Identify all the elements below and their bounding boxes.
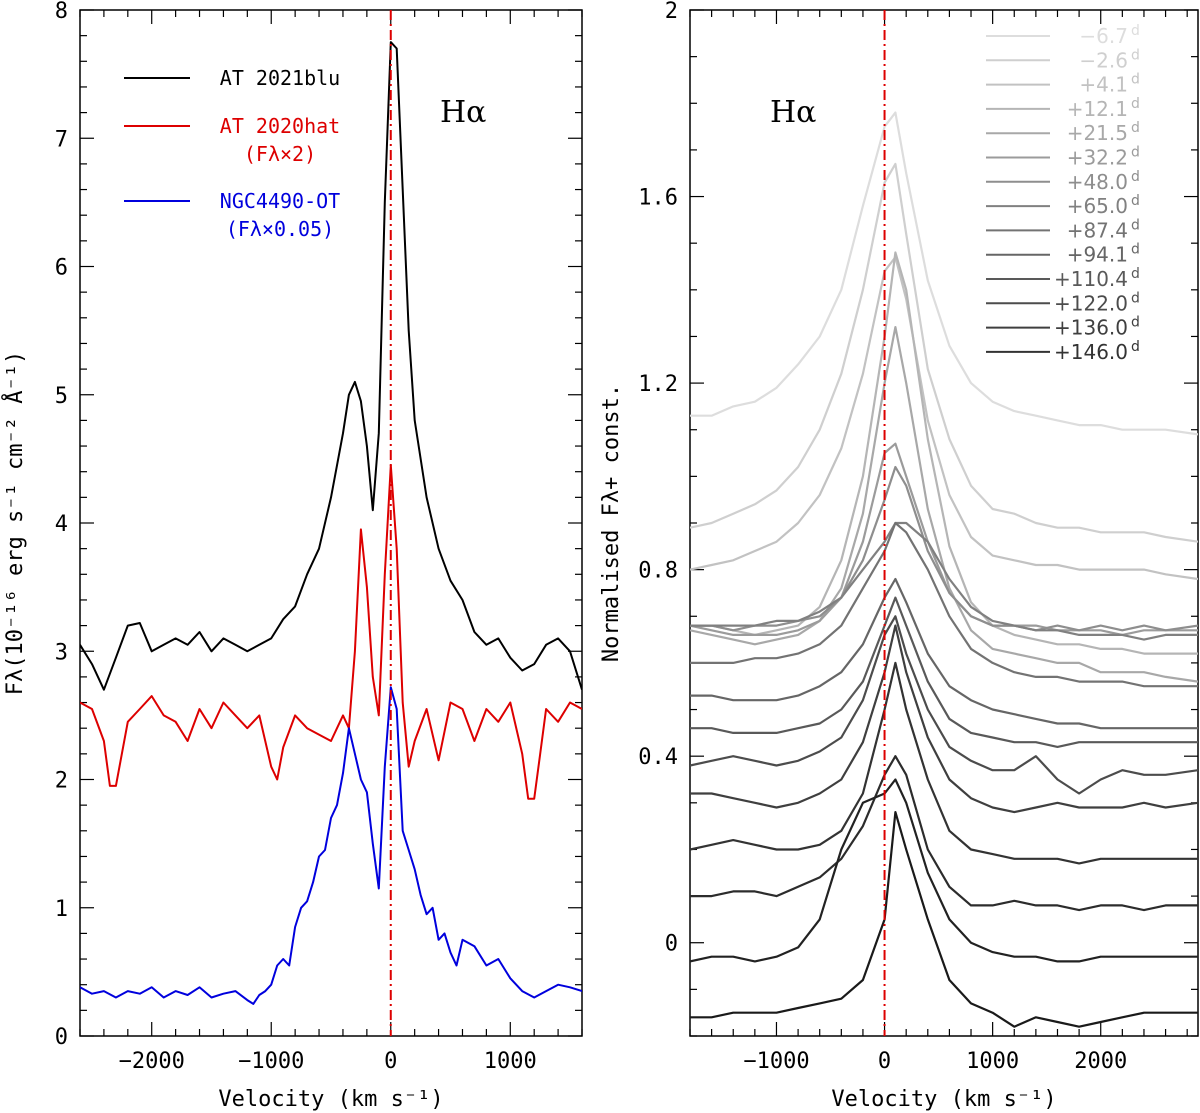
- y-tick-label: 5: [55, 384, 68, 409]
- right-panel-halpha-evolution: −1000 0 1000 2000 0 0.4 0.8 1.2 1.6 2 Velocity (km…: [599, 0, 1199, 1112]
- legend-epoch-label: +21.5: [1067, 121, 1128, 145]
- annotation-halpha: Hα: [440, 95, 486, 130]
- legend-epoch-label: +65.0: [1067, 194, 1128, 218]
- legend-epoch-label: +146.0: [1054, 340, 1128, 364]
- series-group: [690, 111, 1198, 1028]
- legend-epoch-unit: d: [1131, 217, 1140, 233]
- legend-epoch-unit: d: [1131, 339, 1140, 355]
- legend-label: (Fλ×2): [244, 142, 316, 166]
- series-line-AT-2020hat: [80, 464, 582, 800]
- series-group: [80, 41, 582, 1005]
- series-line-+122.0: [690, 615, 1198, 795]
- y-tick-label: 1: [55, 897, 68, 922]
- y-tick-label: 8: [55, 0, 68, 24]
- series-line-+110.4: [690, 596, 1198, 749]
- legend-epoch-label: +12.1: [1067, 97, 1128, 121]
- series-line-−2.6: [690, 162, 1198, 543]
- y-axis-label: Normalised Fλ+ const.: [599, 384, 624, 662]
- legend-epoch-label: −6.7: [1079, 24, 1128, 48]
- y-tick-label: 2: [665, 0, 678, 24]
- left-panel-halpha-comparison: −2000 −1000 0 1000 0 1 2 3 4 5 6 7 8 Velocity (km s⁻¹…: [1, 0, 583, 1112]
- series-line-+155.0: [690, 778, 1198, 963]
- series-line-+12.1: [690, 251, 1198, 655]
- x-tick-label: 0: [384, 1049, 397, 1074]
- legend-epoch-label: +110.4: [1054, 267, 1128, 291]
- annotation-halpha: Hα: [770, 95, 816, 130]
- x-tick-label: 0: [878, 1049, 891, 1074]
- series-line-+65.0: [690, 521, 1198, 641]
- legend-epoch-unit: d: [1131, 96, 1140, 112]
- legend-epoch-unit: d: [1131, 72, 1140, 88]
- y-tick-label: 0: [665, 932, 678, 957]
- legend-epoch-label: +136.0: [1054, 316, 1128, 340]
- y-tick-label: 2: [55, 769, 68, 794]
- series-line-+87.4: [690, 521, 1198, 688]
- series-line-+150.0: [690, 755, 1198, 912]
- y-tick-label: 1.6: [638, 186, 678, 211]
- legend-epoch-label: −2.6: [1079, 48, 1128, 72]
- x-tick-label: −1000: [743, 1049, 809, 1074]
- legend-epoch-unit: d: [1131, 193, 1140, 209]
- y-tick-label: 3: [55, 640, 68, 665]
- legend-epoch-unit: d: [1131, 145, 1140, 161]
- x-tick-label: 1000: [966, 1049, 1019, 1074]
- x-tick-label: −2000: [119, 1049, 185, 1074]
- legend-epoch-label: +87.4: [1067, 218, 1128, 242]
- y-tick-label: 0: [55, 1025, 68, 1050]
- legend-label: AT 2020hat: [220, 114, 340, 138]
- series-line-AT-2021blu: [80, 41, 582, 691]
- series-line-+94.1: [690, 577, 1198, 730]
- legend-epoch-label: +4.1: [1079, 73, 1128, 97]
- series-line-+21.5: [690, 326, 1198, 683]
- legend-epoch-unit: d: [1131, 315, 1140, 331]
- series-line-NGC4490-OT: [80, 686, 582, 1005]
- y-tick-label: 0.8: [638, 559, 678, 584]
- legend-epoch-unit: d: [1131, 169, 1140, 185]
- y-tick-label: 1.2: [638, 372, 678, 397]
- series-line-−6.7: [690, 111, 1198, 436]
- legend-epoch-label: +122.0: [1054, 291, 1128, 315]
- legend-label: AT 2021blu: [220, 66, 340, 90]
- legend-epoch-unit: d: [1131, 266, 1140, 282]
- legend-epoch-unit: d: [1131, 242, 1140, 258]
- legend-epoch-label: +32.2: [1067, 146, 1128, 170]
- y-axis-label: Fλ(10⁻¹⁶ erg s⁻¹ cm⁻² Å⁻¹): [1, 351, 28, 695]
- y-tick-label: 7: [55, 127, 68, 152]
- y-tick-label: 4: [55, 512, 68, 537]
- x-axis-label: Velocity (km s⁻¹): [831, 1087, 1056, 1112]
- series-line-+160.0: [690, 810, 1198, 1028]
- plot-frame: [79, 9, 583, 1037]
- x-tick-label: −1000: [238, 1049, 304, 1074]
- x-tick-label: 1000: [484, 1049, 537, 1074]
- legend-epoch-unit: d: [1131, 23, 1140, 39]
- series-line-+146.0: [690, 661, 1198, 865]
- legend-epoch-label: +48.0: [1067, 170, 1128, 194]
- y-tick-label: 6: [55, 256, 68, 281]
- legend-label: (Fλ×0.05): [226, 217, 334, 241]
- legend-epoch-unit: d: [1131, 290, 1140, 306]
- series-line-+136.0: [690, 624, 1198, 814]
- x-tick-label: 2000: [1074, 1049, 1127, 1074]
- legend-epoch-unit: d: [1131, 47, 1140, 63]
- legend-label: NGC4490-OT: [220, 189, 340, 213]
- series-line-+4.1: [690, 256, 1198, 581]
- legend-epoch-label: +94.1: [1067, 243, 1128, 267]
- legend-epoch-unit: d: [1131, 120, 1140, 136]
- series-line-+48.0: [690, 465, 1198, 632]
- x-axis-label: Velocity (km s⁻¹): [218, 1087, 443, 1112]
- y-tick-label: 0.4: [638, 745, 678, 770]
